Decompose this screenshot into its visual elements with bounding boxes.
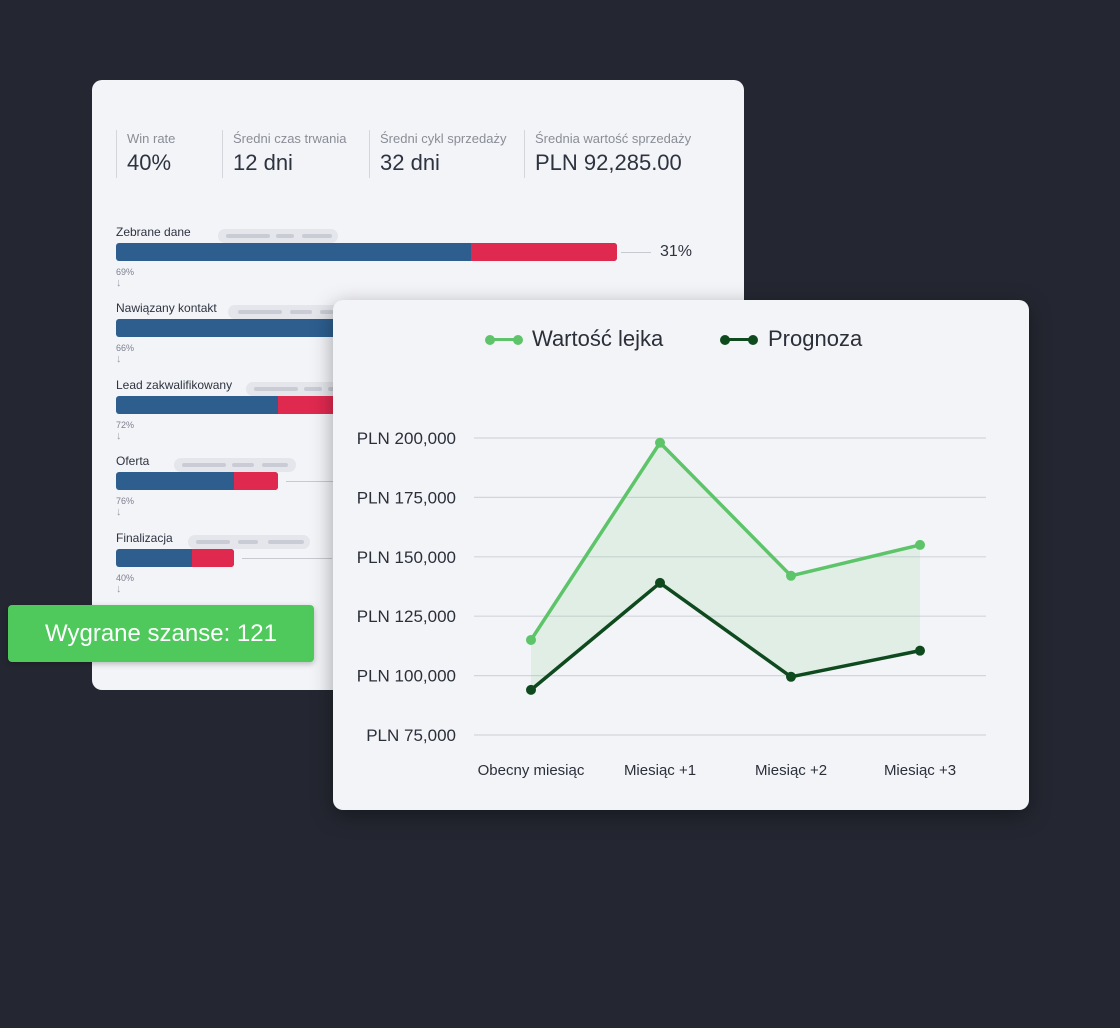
y-tick-label: PLN 100,000	[357, 667, 456, 686]
stage-conversion: 69%	[116, 267, 135, 277]
stage-bar	[116, 319, 376, 337]
stage-name: Lead zakwalifikowany	[116, 378, 233, 392]
stage-bar	[116, 472, 278, 490]
kpi-value: 32 dni	[380, 150, 440, 175]
kpi-label: Win rate	[127, 131, 176, 146]
x-tick-label: Obecny miesiąc	[478, 762, 585, 779]
kpi-value: 12 dni	[233, 150, 293, 175]
arrow-down-icon: ↓	[116, 430, 122, 442]
y-tick-label: PLN 75,000	[366, 726, 456, 745]
data-point	[655, 437, 665, 448]
kpi-avg-sale-value: Średnia wartość sprzedaży PLN 92,285.00	[524, 130, 691, 178]
y-tick-label: PLN 200,000	[357, 429, 456, 448]
kpi-value: PLN 92,285.00	[535, 150, 682, 175]
stage-conversion: 76%	[116, 496, 135, 506]
kpi-label: Średni cykl sprzedaży	[380, 131, 507, 146]
arrow-down-icon: ↓	[116, 353, 122, 365]
data-point	[915, 539, 925, 550]
stage-bar	[116, 549, 234, 567]
legend-swatch-dark	[720, 334, 758, 345]
kpi-label: Średnia wartość sprzedaży	[535, 131, 692, 146]
kpi-win-rate: Win rate 40%	[116, 130, 175, 178]
data-point	[786, 570, 796, 581]
legend-swatch-light	[485, 334, 523, 345]
x-tick-label: Miesiąc +1	[624, 762, 696, 779]
legend-label: Wartość lejka	[532, 326, 664, 351]
series-line-prognoza	[529, 581, 921, 692]
x-tick-label: Miesiąc +3	[884, 762, 956, 779]
connector-line	[621, 252, 651, 253]
connector-line	[242, 558, 332, 559]
line-chart: PLN 75,000 PLN 100,000 PLN 125,000 PLN 150,…	[357, 429, 986, 779]
placeholder-skeleton	[218, 229, 338, 243]
stage-name: Finalizacja	[116, 531, 173, 545]
kpi-avg-duration: Średni czas trwania 12 dni	[222, 130, 346, 178]
stage-name: Zebrane dane	[116, 225, 191, 239]
data-point	[526, 634, 536, 645]
data-point	[915, 645, 925, 656]
legend-label: Prognoza	[768, 326, 863, 351]
data-point	[786, 671, 796, 682]
placeholder-skeleton	[188, 535, 310, 549]
forecast-chart-card: Wartość lejka Prognoza PLN 75,000 PLN 100…	[333, 300, 1029, 810]
connector-line	[286, 481, 336, 482]
y-tick-label: PLN 150,000	[357, 548, 456, 567]
placeholder-skeleton	[228, 305, 348, 319]
final-conversion: 31%	[660, 243, 693, 260]
x-tick-label: Miesiąc +2	[755, 762, 827, 779]
stage-name: Oferta	[116, 454, 150, 468]
kpi-label: Średni czas trwania	[233, 131, 347, 146]
y-tick-label: PLN 125,000	[357, 607, 456, 626]
placeholder-skeleton	[174, 458, 296, 472]
series-line-wartosc-lejka	[529, 441, 921, 641]
data-point	[526, 684, 536, 695]
stage-conversion: 72%	[116, 420, 135, 430]
stage-name: Nawiązany kontakt	[116, 301, 217, 315]
stage-bar	[116, 396, 346, 414]
area-fill	[531, 442, 920, 690]
y-tick-label: PLN 175,000	[357, 488, 456, 507]
stage-bar	[116, 243, 617, 261]
stage-conversion: 66%	[116, 343, 135, 353]
arrow-down-icon: ↓	[116, 583, 122, 595]
won-opportunities-badge: Wygrane szanse: 121	[8, 605, 314, 662]
kpi-value: 40%	[127, 150, 172, 175]
arrow-down-icon: ↓	[116, 506, 122, 518]
data-point	[655, 577, 665, 588]
stage-conversion: 40%	[116, 573, 135, 583]
kpi-sales-cycle: Średni cykl sprzedaży 32 dni	[369, 130, 506, 178]
arrow-down-icon: ↓	[116, 277, 122, 289]
